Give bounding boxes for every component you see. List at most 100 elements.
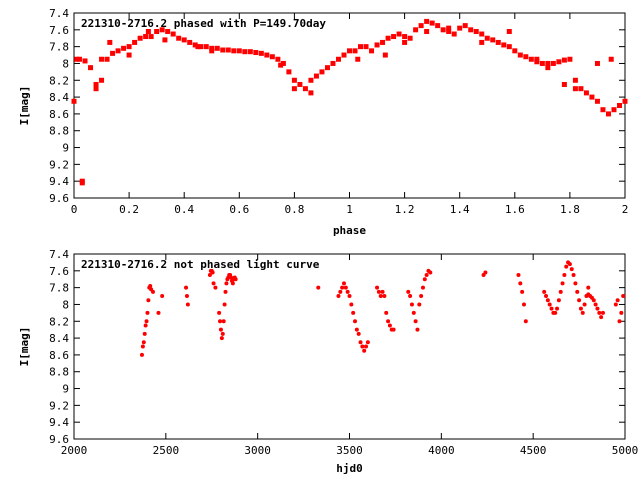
unphased-data-point [140, 344, 145, 349]
unphased-data-point [207, 273, 212, 278]
unphased-data-point [542, 289, 547, 294]
phased-data-point [159, 27, 165, 33]
phased-data-point [162, 37, 168, 43]
phased-y-tick-label: 8 [62, 57, 69, 70]
phased-data-point [545, 60, 551, 66]
phased-y-tick-label: 8.4 [49, 91, 69, 104]
phased-data-point [534, 56, 540, 62]
unphased-data-point [358, 340, 363, 345]
phased-data-point [572, 77, 578, 83]
phased-data-point [278, 62, 284, 68]
unphased-data-point [156, 310, 161, 315]
phased-data-point [291, 86, 297, 92]
unphased-data-point [555, 306, 560, 311]
phased-x-tick-label: 1.2 [395, 203, 415, 216]
phased-data-point [225, 47, 231, 53]
unphased-data-point [142, 331, 147, 336]
phased-data-point [71, 98, 77, 104]
unphased-y-tick-label: 8.6 [49, 349, 69, 362]
unphased-data-point [384, 310, 389, 315]
unphased-data-point [599, 315, 604, 320]
unphased-data-point [518, 281, 523, 286]
unphased-data-point [424, 273, 429, 278]
phased-data-point [195, 44, 201, 50]
phased-y-tick-label: 8.8 [49, 125, 69, 138]
unphased-y-tick-label: 8 [62, 298, 69, 311]
phased-data-point [335, 56, 341, 62]
unphased-x-tick-label: 4500 [520, 444, 547, 457]
unphased-data-point [615, 298, 620, 303]
phased-data-point [308, 77, 314, 83]
phased-data-point [355, 56, 361, 62]
phased-data-point [440, 27, 446, 33]
unphased-x-tick-label: 5000 [612, 444, 639, 457]
unphased-data-point [220, 331, 225, 336]
phased-data-point [435, 23, 441, 29]
unphased-data-point [336, 294, 341, 299]
phased-x-tick-label: 2 [622, 203, 629, 216]
phased-data-point [148, 34, 154, 40]
unphased-data-point [347, 294, 352, 299]
unphased-data-point [360, 344, 365, 349]
unphased-data-point [619, 310, 624, 315]
phased-data-point [88, 65, 94, 71]
phased-data-point [572, 86, 578, 92]
phased-data-point [110, 50, 116, 56]
unphased-data-point [351, 310, 356, 315]
phased-data-point [611, 107, 617, 113]
unphased-data-point [428, 270, 433, 275]
unphased-data-point [386, 319, 391, 324]
phased-data-point [308, 90, 314, 96]
unphased-y-tick-label: 9.4 [49, 416, 69, 429]
unphased-data-point [520, 289, 525, 294]
unphased-data-point [221, 319, 226, 324]
unphased-y-tick-label: 7.8 [49, 282, 69, 295]
unphased-data-point [600, 310, 605, 315]
phased-y-tick-label: 9.6 [49, 192, 69, 205]
unphased-data-point [362, 348, 367, 353]
unphased-data-point [547, 302, 552, 307]
unphased-data-point [375, 285, 380, 290]
phased-x-tick-label: 0.2 [119, 203, 139, 216]
phased-data-point [330, 60, 336, 66]
unphased-data-point [378, 294, 383, 299]
phased-data-point [429, 20, 435, 26]
phased-data-point [418, 23, 424, 29]
unphased-data-point [185, 302, 190, 307]
phased-data-point [402, 39, 408, 45]
unphased-data-point [420, 285, 425, 290]
unphased-data-point [184, 285, 189, 290]
phased-data-point [391, 34, 397, 40]
unphased-data-point [219, 336, 224, 341]
phased-data-point [154, 29, 160, 34]
unphased-data-point [139, 352, 144, 357]
unphased-data-point [380, 289, 385, 294]
unphased-data-point [364, 344, 369, 349]
phased-data-point [594, 98, 600, 104]
phased-data-point [286, 69, 292, 75]
phased-data-point [512, 48, 518, 54]
unphased-data-point [146, 298, 151, 303]
phased-data-point [143, 34, 149, 40]
unphased-data-point [343, 285, 348, 290]
unphased-data-point [408, 294, 413, 299]
unphased-data-point [354, 327, 359, 332]
phased-data-point [99, 56, 105, 62]
phased-data-point [424, 18, 430, 24]
phased-y-tick-label: 7.8 [49, 41, 69, 54]
phased-data-point [358, 44, 364, 50]
phased-data-point [495, 39, 501, 45]
phased-x-axis-label: phase [333, 224, 366, 237]
unphased-data-point [419, 294, 424, 299]
unphased-data-point [210, 270, 215, 275]
unphased-data-point [224, 281, 229, 286]
unphased-data-point [417, 302, 422, 307]
unphased-data-point [223, 289, 228, 294]
phased-data-point [137, 35, 143, 41]
phased-y-tick-label: 7.6 [49, 24, 69, 37]
unphased-plot-frame [73, 253, 626, 440]
phased-data-point [302, 86, 308, 92]
phased-data-point [396, 31, 402, 37]
unphased-y-tick-label: 7.6 [49, 265, 69, 278]
